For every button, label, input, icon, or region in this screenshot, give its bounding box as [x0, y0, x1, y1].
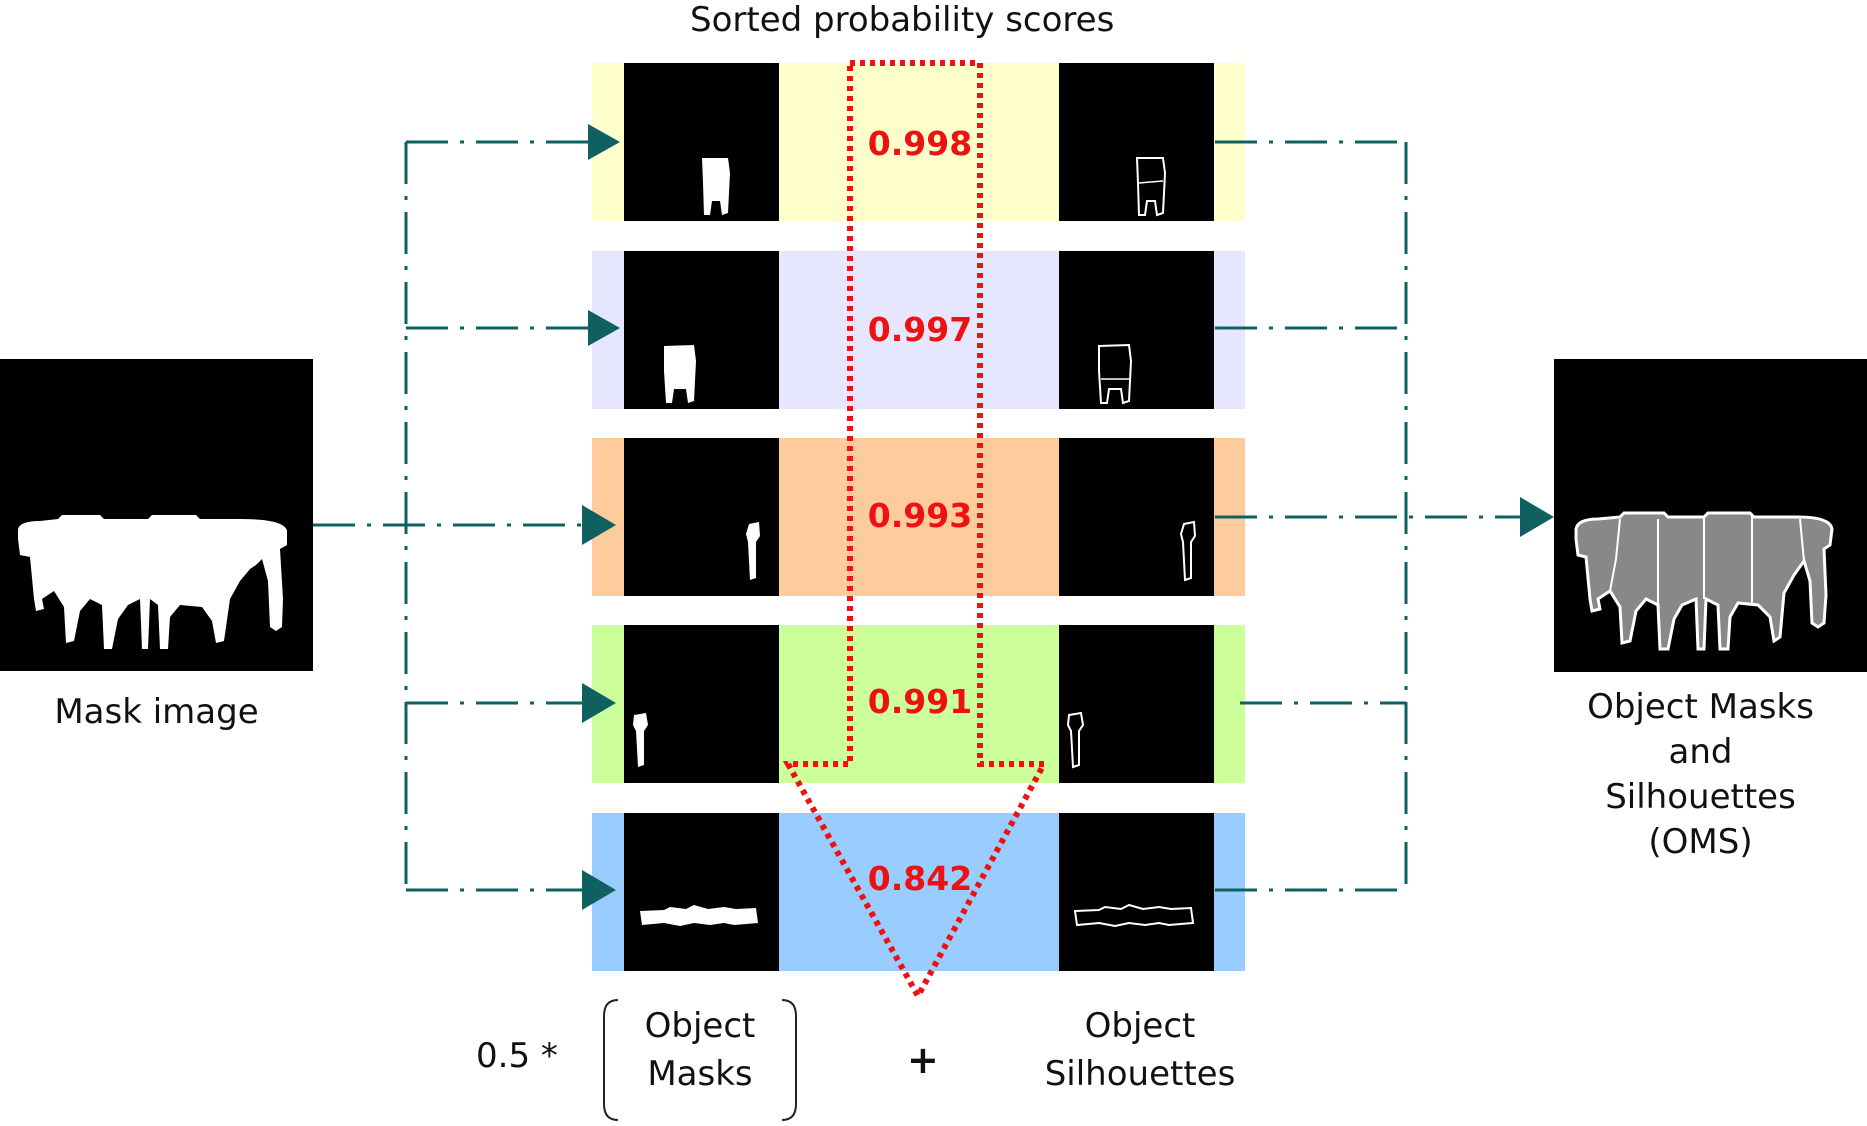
object-mask-4: [624, 625, 779, 783]
object-mask-2: [624, 251, 779, 409]
score-4: 0.991: [867, 682, 973, 721]
score-3: 0.993: [867, 496, 973, 535]
oms-image: [1554, 359, 1867, 672]
oms-label-line-1: Object Masks: [1587, 687, 1814, 727]
object-mask-4-shape: [633, 713, 648, 767]
mask-image: [0, 359, 313, 671]
object-silhouette-1: [1059, 63, 1214, 221]
object-silhouette-2-shape: [1098, 343, 1133, 405]
object-mask-2-shape: [664, 345, 696, 403]
object-silhouette-4-shape: [1066, 711, 1085, 769]
formula-masks-line-2: Masks: [647, 1054, 753, 1094]
oms-label-line-4: (OMS): [1648, 822, 1753, 862]
object-mask-5-shape: [640, 905, 758, 926]
oms-image-shape: [1574, 511, 1834, 651]
object-mask-5: [624, 813, 779, 971]
formula-coefficient: 0.5 *: [476, 1036, 558, 1076]
score-2: 0.997: [867, 310, 973, 349]
object-mask-3: [624, 438, 779, 596]
score-5: 0.842: [867, 859, 973, 898]
object-silhouette-3-shape: [1179, 520, 1197, 582]
diagram-title: Sorted probability scores: [690, 0, 1115, 40]
mask-image-shape: [18, 515, 287, 649]
oms-label-line-3: Silhouettes: [1605, 777, 1796, 817]
object-mask-1: [624, 63, 779, 221]
object-silhouette-4: [1059, 625, 1214, 783]
score-1: 0.998: [867, 124, 973, 163]
formula-plus: +: [907, 1038, 939, 1082]
object-silhouette-5: [1059, 813, 1214, 971]
formula-silhouettes-line-1: Object: [1084, 1006, 1196, 1046]
arrow-head-oms: [1520, 497, 1554, 537]
object-mask-1-shape: [702, 158, 730, 215]
object-silhouette-3: [1059, 438, 1214, 596]
formula-masks-line-1: Object: [644, 1006, 756, 1046]
mask-image-label: Mask image: [54, 692, 259, 732]
object-silhouette-2: [1059, 251, 1214, 409]
object-silhouette-5-shape: [1073, 903, 1195, 928]
oms-label-line-2: and: [1668, 732, 1733, 772]
object-mask-3-shape: [746, 522, 760, 580]
object-silhouette-1-shape: [1135, 157, 1167, 217]
formula-silhouettes-line-2: Silhouettes: [1044, 1054, 1236, 1094]
